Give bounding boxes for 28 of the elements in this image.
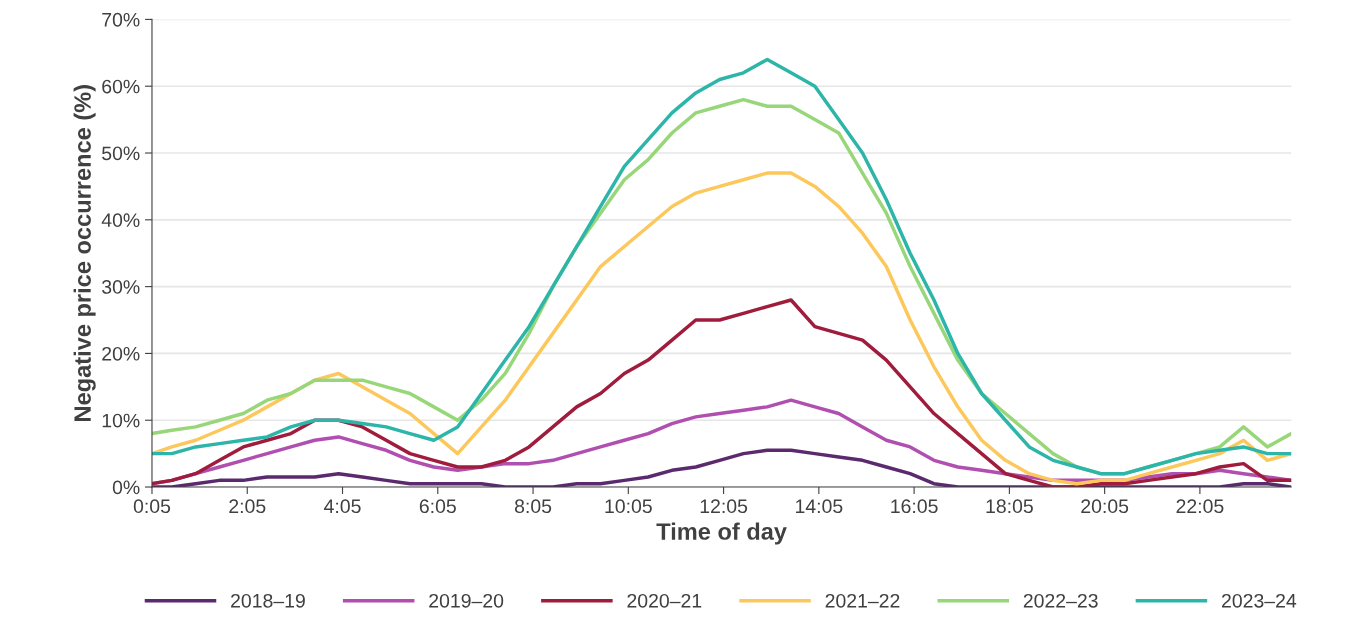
y-tick-label: 40% bbox=[101, 213, 140, 228]
legend-label: 2019–20 bbox=[429, 593, 504, 608]
x-tick-label: 2:05 bbox=[229, 499, 266, 514]
legend-label: 2020–21 bbox=[627, 593, 702, 608]
x-tick-label: 6:05 bbox=[419, 499, 456, 514]
y-axis-title: Negative price occurrence (%) bbox=[73, 85, 96, 421]
legend-label: 2018–19 bbox=[231, 593, 305, 608]
y-tick-label: 50% bbox=[102, 146, 140, 161]
y-tick-label: 30% bbox=[102, 280, 140, 294]
legend-label: 2021–22 bbox=[825, 593, 900, 608]
x-tick-label: 12:05 bbox=[700, 499, 748, 514]
x-tick-label: 16:05 bbox=[891, 499, 938, 514]
y-tick-label: 10% bbox=[102, 413, 140, 428]
x-tick-label: 10:05 bbox=[605, 499, 652, 514]
x-axis-title: Time of day bbox=[656, 522, 787, 545]
x-tick-label: 8:05 bbox=[514, 499, 552, 514]
y-tick-label: 60% bbox=[102, 79, 140, 94]
y-tick-label: 20% bbox=[102, 346, 140, 361]
x-tick-label: 22:05 bbox=[1176, 499, 1224, 514]
x-tick-label: 4:05 bbox=[324, 499, 361, 514]
x-tick-label: 14:05 bbox=[796, 499, 843, 514]
x-tick-label: 18:05 bbox=[986, 499, 1033, 514]
x-tick-label: 0:05 bbox=[133, 499, 171, 514]
y-tick-label: 70% bbox=[102, 12, 140, 27]
legend-label: 2022–23 bbox=[1023, 593, 1098, 608]
x-tick-label: 20:05 bbox=[1081, 499, 1129, 514]
legend-label: 2023–24 bbox=[1222, 593, 1297, 608]
y-tick-label: 0% bbox=[112, 480, 140, 495]
